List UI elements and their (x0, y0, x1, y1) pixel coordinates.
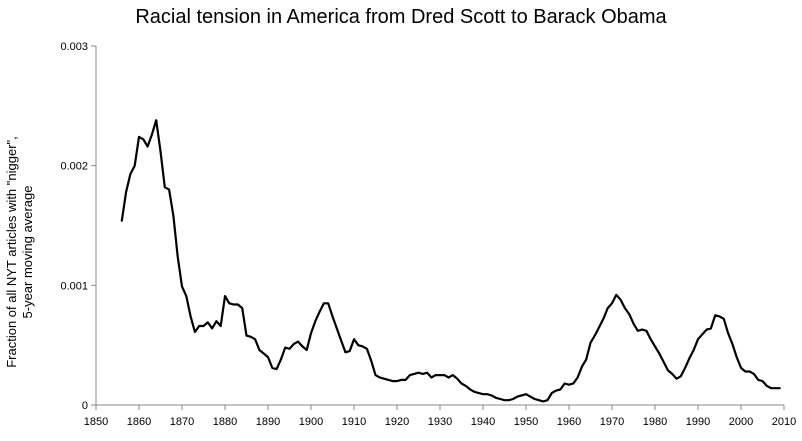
x-tick-label: 1870 (170, 416, 194, 428)
x-tick-label: 1850 (84, 416, 108, 428)
x-tick-label: 1940 (471, 416, 495, 428)
x-tick-label: 1890 (256, 416, 280, 428)
y-tick-label: 0.002 (60, 161, 88, 173)
series-group (120, 119, 781, 403)
x-tick-label: 1930 (428, 416, 452, 428)
x-tick-label: 1980 (643, 416, 667, 428)
y-tick-label: 0.001 (60, 280, 88, 292)
chart-title: Racial tension in America from Dred Scot… (135, 6, 667, 28)
y-tick-label: 0 (82, 400, 88, 412)
x-tick-label: 1950 (514, 416, 538, 428)
axes (91, 45, 785, 410)
x-tick-labels: 1850 1860 1870 1880 1890 1900 1910 1920 1930 1940… (84, 416, 796, 428)
x-tick-label: 1860 (127, 416, 151, 428)
x-tick-label: 2000 (729, 416, 753, 428)
x-tick-label: 1990 (686, 416, 710, 428)
x-tick-label: 1960 (557, 416, 581, 428)
x-tick-label: 1880 (213, 416, 237, 428)
x-tick-label: 1970 (600, 416, 624, 428)
series-line (120, 119, 781, 403)
y-tick-label: 0.003 (60, 41, 88, 53)
x-tick-label: 2010 (772, 416, 796, 428)
x-tick-label: 1920 (385, 416, 409, 428)
y-tick-labels: 0 0.001 0.002 0.003 (60, 41, 88, 412)
x-tick-label: 1910 (342, 416, 366, 428)
x-tick-label: 1900 (299, 416, 323, 428)
